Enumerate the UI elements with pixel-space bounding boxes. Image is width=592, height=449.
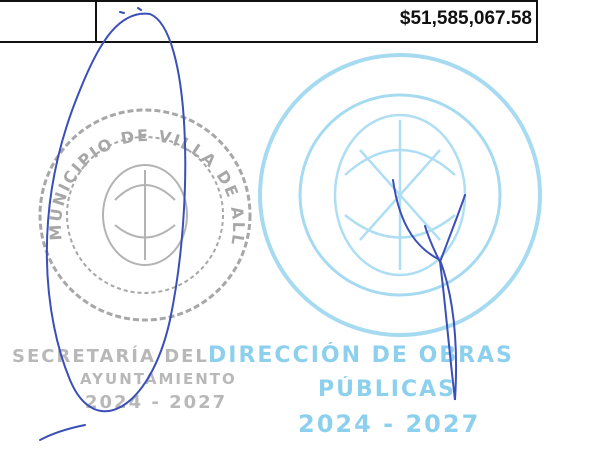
seal-right-caption-3: 2024 - 2027 <box>298 410 480 438</box>
seal-right <box>258 53 542 337</box>
table-fragment: $51,585,067.58 <box>0 0 592 60</box>
signature-left <box>45 12 187 413</box>
signature-right <box>392 179 466 401</box>
seal-left-caption-1: SECRETARÍA DEL <box>12 345 209 367</box>
signature-left-dash <box>119 7 142 14</box>
seal-right-caption-2: PÚBLICAS <box>318 376 456 402</box>
seal-right-emblem <box>333 113 467 277</box>
table-right-border <box>536 0 538 43</box>
signature-left-tail <box>39 424 86 441</box>
seal-left-ring-text: MUNICIPIO DE VILLA DE ALLENDE <box>0 0 248 248</box>
seal-left: MUNICIPIO DE VILLA DE ALLENDE <box>0 0 252 322</box>
seal-left-emblem <box>102 164 188 266</box>
seal-left-caption-2: AYUNTAMIENTO <box>80 370 237 388</box>
table-bottom-border <box>0 41 538 43</box>
seal-left-caption-3: 2024 - 2027 <box>85 392 227 413</box>
table-cell-divider <box>95 0 97 43</box>
table-top-border <box>0 0 538 2</box>
signatures <box>39 7 466 441</box>
total-amount: $51,585,067.58 <box>399 8 532 29</box>
seal-right-caption-1: DIRECCIÓN DE OBRAS <box>208 342 514 368</box>
